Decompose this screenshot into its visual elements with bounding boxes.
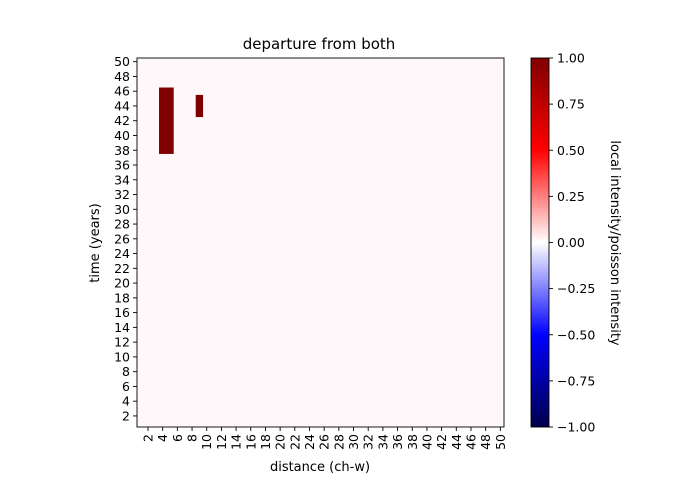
- x-tick-label: 50: [493, 434, 508, 450]
- y-tick-label: 10: [114, 349, 130, 364]
- colorbar-tick-label: 0.00: [557, 235, 585, 250]
- y-tick-label: 16: [114, 305, 130, 320]
- x-tick-label: 18: [258, 434, 273, 450]
- y-tick-label: 14: [114, 320, 130, 335]
- y-tick-label: 36: [114, 158, 130, 173]
- x-tick-label: 28: [331, 434, 346, 450]
- y-tick-label: 34: [114, 172, 130, 187]
- colorbar-gradient: [531, 58, 549, 427]
- x-tick-label: 12: [214, 434, 229, 450]
- x-tick-label: 10: [199, 434, 214, 450]
- x-tick-label: 32: [361, 434, 376, 450]
- x-tick-label: 4: [155, 434, 170, 442]
- x-tick-label: 16: [243, 434, 258, 450]
- x-tick-label: 14: [229, 434, 244, 450]
- colorbar-tick-label: 1.00: [557, 51, 585, 66]
- heatmap-background: [137, 58, 504, 427]
- y-tick-label: 30: [114, 202, 130, 217]
- colorbar: 1.00 0.75 0.50 0.25 0.00 −0.25 −0.50 −0.75 −1.00…: [530, 51, 622, 435]
- x-tick-label: 48: [478, 434, 493, 450]
- y-tick-label: 40: [114, 128, 130, 143]
- heatmap-cell-block: [159, 87, 174, 154]
- plot-area: [136, 57, 505, 428]
- colorbar-tick-label: 0.75: [557, 97, 585, 112]
- y-tick-label: 32: [114, 187, 130, 202]
- colorbar-tick-label: −0.50: [557, 327, 595, 342]
- y-tick-label: 42: [114, 113, 130, 128]
- y-tick-label: 2: [122, 408, 130, 423]
- x-tick-label: 6: [170, 434, 185, 442]
- colorbar-ticks: 1.00 0.75 0.50 0.25 0.00 −0.25 −0.50 −0.75 −1.00: [549, 51, 595, 435]
- x-axis: 2 4 6 8 10 12 14 16 18 20 22 24 26 28 30 32 34 36 38 40 42 44…: [141, 427, 508, 450]
- x-tick-label: 26: [317, 434, 332, 450]
- colorbar-label: local intensity/poisson intensity: [607, 140, 622, 346]
- colorbar-tick-label: 0.25: [557, 189, 585, 204]
- x-tick-label: 20: [273, 434, 288, 450]
- y-tick-label: 28: [114, 217, 130, 232]
- plot-frame: [136, 57, 505, 428]
- chart-title: departure from both: [243, 35, 396, 53]
- y-tick-label: 22: [114, 261, 130, 276]
- y-tick-label: 46: [114, 84, 130, 99]
- y-tick-label: 6: [122, 379, 130, 394]
- x-tick-label: 36: [390, 434, 405, 450]
- y-tick-label: 8: [122, 364, 130, 379]
- colorbar-tick-label: −1.00: [557, 420, 595, 435]
- colorbar-tick-label: 0.50: [557, 143, 585, 158]
- heatmap-cells: [159, 87, 204, 154]
- x-tick-label: 34: [375, 434, 390, 450]
- x-tick-label: 24: [302, 434, 317, 450]
- y-tick-label: 44: [114, 98, 130, 113]
- heatmap-cell-block: [195, 94, 204, 118]
- x-axis-label: distance (ch-w): [270, 460, 370, 475]
- x-tick-label: 46: [463, 434, 478, 450]
- x-tick-label: 38: [405, 434, 420, 450]
- y-tick-label: 18: [114, 290, 130, 305]
- x-tick-label: 40: [419, 434, 434, 450]
- x-tick-label: 2: [141, 434, 156, 442]
- y-tick-label: 12: [114, 335, 130, 350]
- y-tick-label: 50: [114, 54, 130, 69]
- x-tick-label: 22: [287, 434, 302, 450]
- x-tick-label: 44: [449, 434, 464, 450]
- y-axis-label: time (years): [88, 203, 103, 282]
- y-tick-label: 38: [114, 143, 130, 158]
- y-tick-label: 4: [122, 394, 130, 409]
- x-tick-label: 42: [434, 434, 449, 450]
- y-axis: 2468101214161820222426283032343638404244…: [114, 54, 137, 423]
- x-tick-label: 30: [346, 434, 361, 450]
- colorbar-tick-label: −0.25: [557, 281, 595, 296]
- y-tick-label: 48: [114, 69, 130, 84]
- y-tick-label: 24: [114, 246, 130, 261]
- y-tick-label: 26: [114, 231, 130, 246]
- x-tick-label: 8: [185, 434, 200, 442]
- y-tick-label: 20: [114, 276, 130, 291]
- colorbar-tick-label: −0.75: [557, 373, 595, 388]
